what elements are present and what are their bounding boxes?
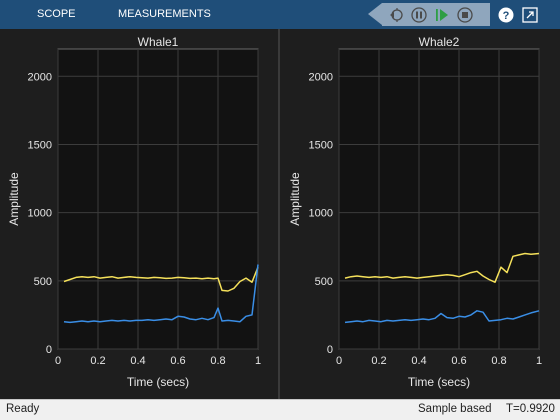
scope-figure: 0 0.2 0.4 0.6 0.8 1 0 500 1000 1500 2000 Whale1 Time… xyxy=(0,29,560,399)
x-tick-label: 1 xyxy=(255,355,261,367)
y-tick-label: 2000 xyxy=(28,71,52,83)
panel-divider[interactable] xyxy=(278,29,280,399)
y-axis-label: Amplitude xyxy=(288,172,302,226)
x-tick-label: 0 xyxy=(55,355,61,367)
plot-title: Whale1 xyxy=(138,35,179,49)
y-tick-label: 500 xyxy=(315,276,333,288)
play-icon xyxy=(436,8,448,21)
series-line xyxy=(63,266,259,292)
x-tick-label: 0.8 xyxy=(210,355,225,367)
tab-scope[interactable]: SCOPE xyxy=(37,8,76,20)
help-icon: ? xyxy=(498,7,514,22)
x-tick-label: 0.2 xyxy=(90,355,105,367)
stop-button[interactable] xyxy=(455,5,475,24)
pause-icon xyxy=(411,6,427,23)
y-axis-label: Amplitude xyxy=(7,172,21,226)
x-tick-label: 0 xyxy=(336,355,342,367)
x-tick-label: 0.4 xyxy=(411,355,426,367)
plot-area[interactable] xyxy=(338,48,540,350)
pause-button[interactable] xyxy=(409,5,429,24)
x-tick-label: 0.8 xyxy=(491,355,506,367)
x-axis-label: Time (secs) xyxy=(408,375,470,389)
plot-title: Whale2 xyxy=(419,35,460,49)
y-tick-label: 0 xyxy=(46,344,52,356)
tab-measurements[interactable]: MEASUREMENTS xyxy=(118,8,211,20)
y-tick-label: 1000 xyxy=(309,208,333,220)
help-glyph: ? xyxy=(503,10,510,22)
x-tick-label: 0.2 xyxy=(371,355,386,367)
status-ready: Ready xyxy=(6,403,40,415)
simulation-controls xyxy=(368,3,490,26)
stop-icon xyxy=(457,6,473,23)
scope-toolbar: SCOPE MEASUREMENTS xyxy=(0,0,560,29)
scope-plots: 0 0.2 0.4 0.6 0.8 10500100015002000Whale1Time… xyxy=(7,35,542,389)
expand-icon xyxy=(522,6,538,23)
status-bar: Ready Sample based T=0.9920 xyxy=(0,399,560,420)
x-tick-label: 1 xyxy=(536,355,542,367)
step-back-icon xyxy=(390,7,403,22)
plot-area[interactable] xyxy=(57,48,259,350)
x-axis-label: Time (secs) xyxy=(127,375,189,389)
status-time: T=0.9920 xyxy=(506,403,555,415)
series-line xyxy=(63,264,259,324)
series-line xyxy=(344,310,540,324)
y-tick-label: 1500 xyxy=(28,139,52,151)
y-tick-label: 500 xyxy=(34,276,52,288)
play-button[interactable] xyxy=(432,5,452,24)
y-tick-label: 2000 xyxy=(309,71,333,83)
y-tick-label: 1500 xyxy=(309,139,333,151)
series-line xyxy=(344,252,540,283)
x-tick-label: 0.4 xyxy=(130,355,145,367)
expand-button[interactable] xyxy=(520,3,540,26)
x-tick-label: 0.6 xyxy=(451,355,466,367)
help-button[interactable]: ? xyxy=(496,3,516,26)
step-back-button[interactable] xyxy=(386,5,406,24)
y-tick-label: 0 xyxy=(327,344,333,356)
x-tick-label: 0.6 xyxy=(170,355,185,367)
status-mode: Sample based xyxy=(418,403,492,415)
y-tick-label: 1000 xyxy=(28,208,52,220)
